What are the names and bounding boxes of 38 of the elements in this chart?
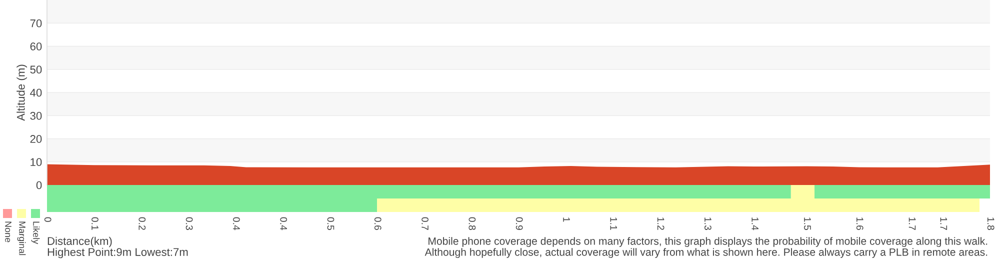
y-tick-label: 10 — [30, 158, 42, 166]
x-tick-label: 0.4 — [280, 217, 288, 230]
x-tick-label: 1.4 — [752, 218, 758, 230]
x-tick-label: 1 — [563, 218, 570, 222]
x-tick-label: 0.2 — [138, 217, 146, 230]
y-tick-label: 50 — [30, 66, 42, 74]
x-tick-label: 1.3 — [704, 218, 712, 230]
x-tick-label: 1.7 — [908, 218, 916, 230]
x-tick-label: 0.7 — [422, 217, 428, 230]
y-tick-label: 40 — [30, 88, 42, 97]
y-tick-label: 0 — [36, 181, 42, 190]
y-axis-title: Altitude (m) — [16, 64, 27, 121]
y-tick-label: 30 — [30, 112, 42, 120]
text: Highest Point:9m Lowest:7m — [48, 248, 188, 258]
text: Mobile phone coverage depends on many factors, this graph displays the probability of mobile coverage along this walk. — [428, 237, 988, 247]
bar — [814, 185, 990, 198]
x-tick-label: 0 — [44, 217, 52, 222]
x-tick-label: 1.5 — [804, 218, 811, 230]
y-tick-label: 60 — [30, 42, 42, 50]
x-tick-label: 0.4 — [232, 217, 240, 230]
text: Although hopefully close, actual coverage will vary from what is shown here. Please always carry a PLB in remote areas. — [424, 248, 988, 258]
legend-label: Likely — [31, 222, 40, 244]
x-tick-label: 1.2 — [657, 218, 664, 230]
x-tick-label: 0.9 — [516, 217, 523, 230]
x-tick-label: 0.1 — [92, 217, 98, 230]
x-tick-label: 0.6 — [374, 217, 382, 230]
x-tick-label: 1.1 — [610, 218, 617, 230]
x-tick-label: 1.6 — [856, 218, 864, 230]
x-tick-label: 0.5 — [327, 217, 334, 230]
x-tick-label: 0.3 — [186, 217, 193, 230]
x-axis-title: Distance(km) — [48, 236, 112, 248]
x-tick-label: 1.7 — [940, 218, 948, 230]
y-tick-label: 20 — [30, 135, 42, 143]
legend-label: None — [5, 222, 12, 242]
legend-label: Marginal — [17, 222, 26, 256]
x-tick-label: 0.8 — [468, 217, 476, 230]
y-tick-label: 70 — [30, 19, 42, 28]
x-tick-label: 1.8 — [987, 218, 994, 230]
